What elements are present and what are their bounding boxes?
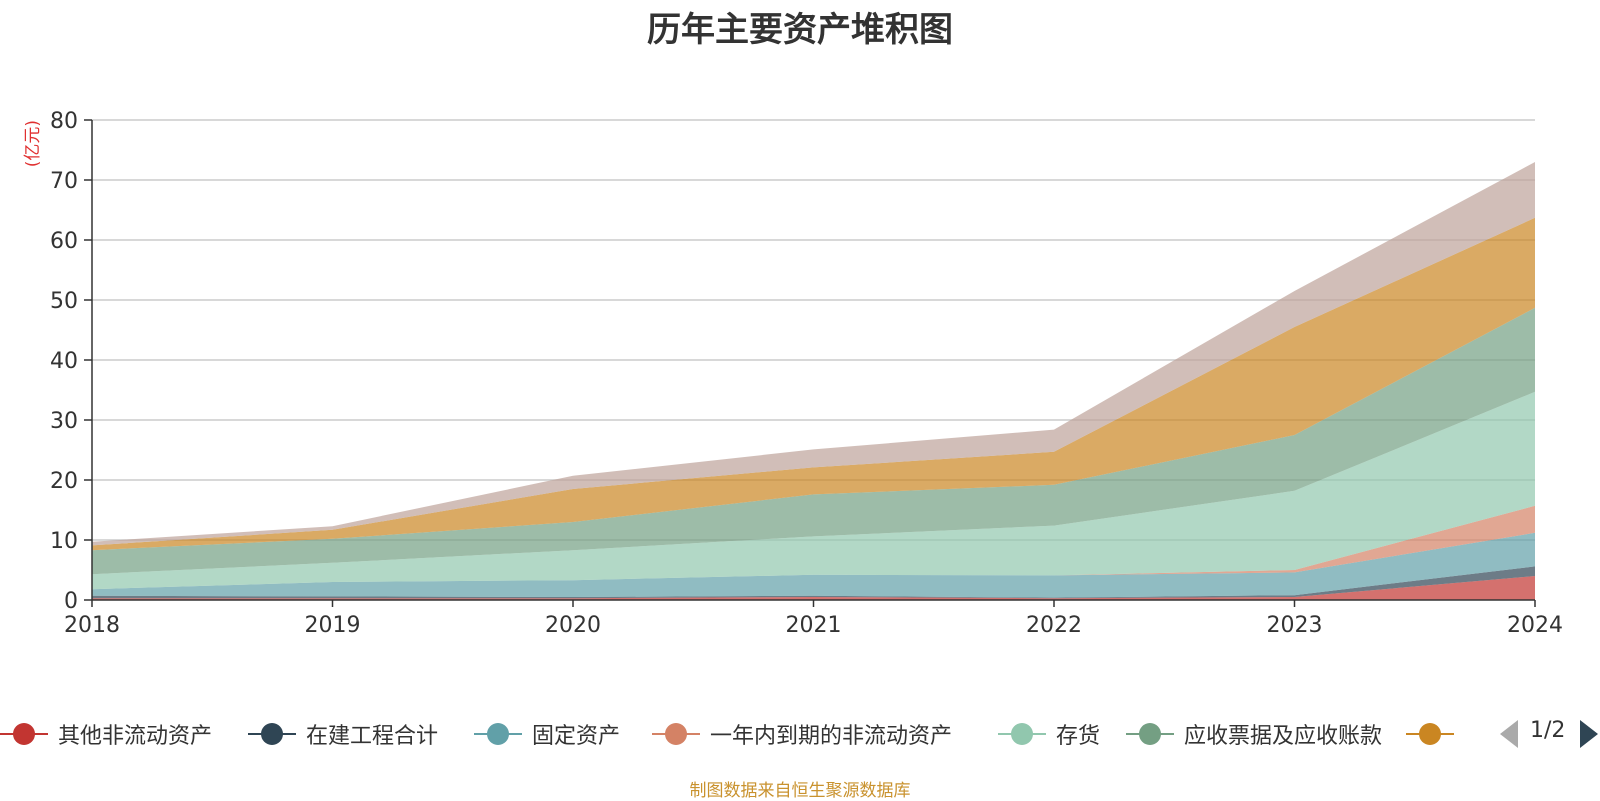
legend-marker-icon [0, 714, 48, 754]
x-tick-label: 2018 [64, 613, 120, 638]
y-tick-label: 20 [50, 469, 78, 494]
legend-item-4[interactable]: 存货 [998, 714, 1100, 754]
x-tick-label: 2021 [786, 613, 842, 638]
legend-label: 应收票据及应收账款 [1184, 724, 1383, 749]
y-tick-label: 0 [64, 589, 78, 614]
y-tick-label: 80 [50, 109, 78, 134]
area-series-5[interactable] [92, 307, 1535, 575]
legend-marker-icon [1126, 714, 1174, 754]
legend-item-6[interactable] [1406, 714, 1454, 754]
legend-next-page-button[interactable] [1580, 720, 1598, 748]
area-series-2[interactable] [92, 532, 1535, 598]
legend-item-3[interactable]: 一年内到期的非流动资产 [652, 714, 952, 754]
legend-label: 存货 [1056, 724, 1101, 749]
legend-item-0[interactable]: 其他非流动资产 [0, 714, 212, 754]
legend-marker-icon [474, 714, 522, 754]
legend-page-indicator: 1/2 [1530, 718, 1566, 743]
y-tick-label: 60 [50, 229, 78, 254]
legend-item-1[interactable]: 在建工程合计 [248, 714, 438, 754]
y-tick-label: 40 [50, 349, 78, 374]
axis-layer: 0 10 20 30 40 50 60 70 80 2018 2019 2020 2021 2022 202… [50, 109, 1563, 638]
legend: 其他非流动资产 在建工程合计 固定资产 一年内到期的非流动资产 存货 应收票据及应收账款 [0, 714, 1600, 754]
legend-marker-icon [998, 714, 1046, 754]
x-tick-label: 2022 [1026, 613, 1082, 638]
x-tick-label: 2019 [305, 613, 361, 638]
legend-prev-page-button[interactable] [1500, 720, 1518, 748]
legend-label: 其他非流动资产 [58, 724, 213, 749]
x-tick-label: 2024 [1507, 613, 1563, 638]
legend-marker-icon [1406, 714, 1454, 754]
legend-item-5[interactable]: 应收票据及应收账款 [1126, 714, 1382, 754]
area-series-4[interactable] [92, 391, 1535, 590]
area-layer [92, 162, 1535, 600]
y-tick-label: 30 [50, 409, 78, 434]
legend-pager: 1/2 [1498, 716, 1600, 752]
legend-label: 一年内到期的非流动资产 [710, 724, 953, 749]
y-tick-label: 70 [50, 169, 78, 194]
y-tick-label: 50 [50, 289, 78, 314]
chart-title: 历年主要资产堆积图 [647, 10, 953, 50]
x-tick-label: 2020 [545, 613, 601, 638]
y-tick-label: 10 [50, 529, 78, 554]
legend-label: 固定资产 [532, 724, 621, 749]
legend-label: 在建工程合计 [306, 724, 439, 749]
legend-marker-icon [248, 714, 296, 754]
x-tick-label: 2023 [1267, 613, 1323, 638]
data-source-note: 制图数据来自恒生聚源数据库 [689, 781, 911, 801]
area-series-6[interactable] [92, 217, 1535, 551]
legend-marker-icon [652, 714, 700, 754]
legend-item-2[interactable]: 固定资产 [474, 714, 620, 754]
y-axis-unit-label: (亿元) [23, 120, 43, 167]
area-series-0[interactable] [92, 576, 1535, 600]
